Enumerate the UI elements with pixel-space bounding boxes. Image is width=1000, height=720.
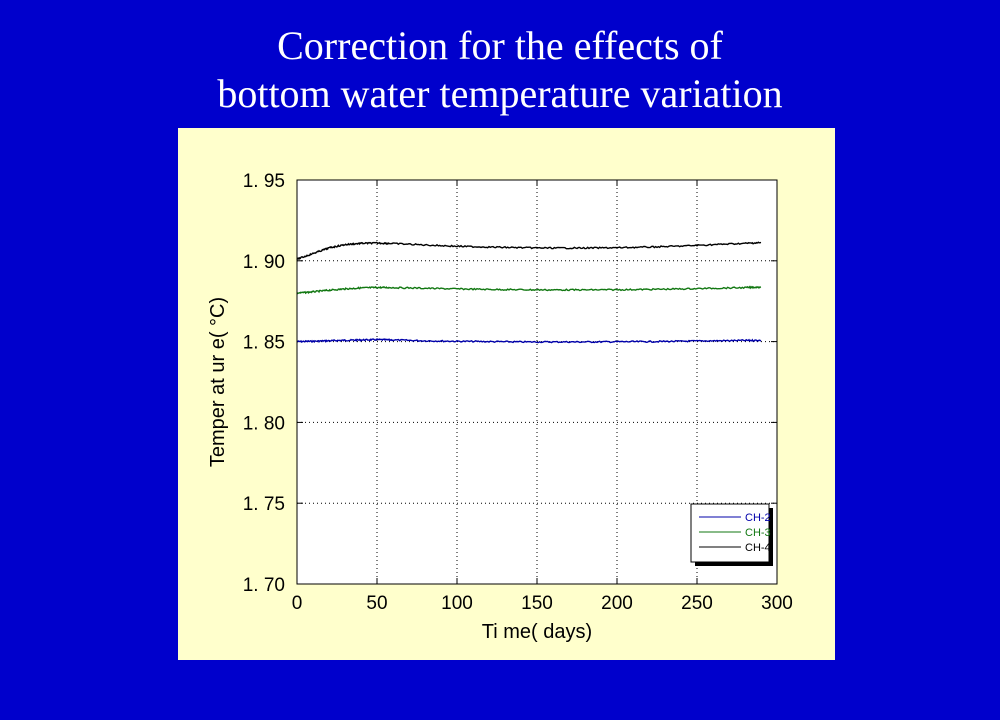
slide-title-line-1: Correction for the effects of xyxy=(277,23,723,68)
legend-label-ch-2: CH-2 xyxy=(745,512,771,524)
series-line-ch-2 xyxy=(296,338,762,344)
x-tick-label: 150 xyxy=(521,593,553,614)
x-tick-label: 50 xyxy=(366,593,387,614)
x-tick-label: 100 xyxy=(441,593,473,614)
slide-title: Correction for the effects of bottom wat… xyxy=(0,22,1000,118)
y-tick-label: 1. 70 xyxy=(243,575,285,596)
x-axis-title: Ti me( days) xyxy=(482,621,592,643)
y-tick-label: 1. 85 xyxy=(243,333,285,354)
x-tick-label: 250 xyxy=(681,593,713,614)
legend-label-ch-3: CH-3 xyxy=(745,527,771,539)
y-tick-label: 1. 80 xyxy=(243,413,285,434)
series-line-ch-3 xyxy=(296,285,762,295)
x-tick-label: 300 xyxy=(761,593,793,614)
figure-panel: 0 50 100 150 200 250 300 1. 70 1. 75 1. 80 1. 85 1.… xyxy=(178,128,835,660)
y-tick-label: 1. 95 xyxy=(243,171,285,192)
plot-frame xyxy=(296,179,778,585)
slide-title-line-2: bottom water temperature variation xyxy=(217,71,783,116)
y-tick-label: 1. 90 xyxy=(243,252,285,273)
y-tick-label: 1. 75 xyxy=(243,494,285,515)
legend-box xyxy=(690,503,770,563)
x-tick-label: 0 xyxy=(292,593,303,614)
y-axis-title: Temper at ur e( °C) xyxy=(207,297,229,467)
legend-label-ch-4: CH-4 xyxy=(745,542,771,554)
temperature-chart: 0 50 100 150 200 250 300 1. 70 1. 75 1. 80 1. 85 1.… xyxy=(207,171,793,643)
x-tick-label: 200 xyxy=(601,593,633,614)
series-line-ch-4 xyxy=(296,241,762,261)
